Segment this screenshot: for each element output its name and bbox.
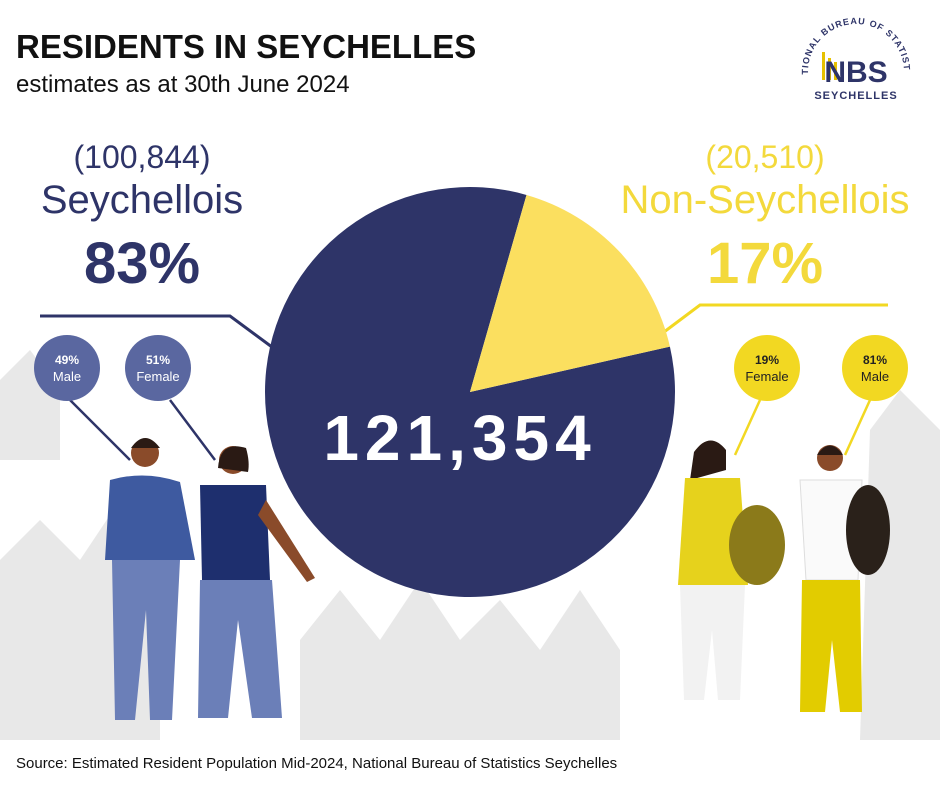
logo-name: SEYCHELLES — [814, 90, 897, 102]
gender-bubble — [842, 335, 908, 401]
gender-share: 19% — [755, 353, 779, 367]
total-label: 121,354 — [323, 402, 596, 474]
bubble-connectors — [69, 399, 216, 461]
count-label: (20,510) — [705, 139, 824, 175]
callout-left — [40, 314, 277, 352]
gender-share: 49% — [55, 353, 79, 367]
count-label: (100,844) — [74, 139, 211, 175]
gender-share: 51% — [146, 353, 170, 367]
source: Source: Estimated Resident Population Mi… — [16, 755, 617, 772]
gender-label: Female — [745, 369, 788, 384]
people — [105, 438, 890, 720]
gender-label: Male — [861, 369, 889, 384]
category-label: Non-Seychellois — [620, 178, 909, 222]
percent-label: 17% — [707, 231, 823, 296]
gender-label: Male — [53, 369, 81, 384]
title: RESIDENTS IN SEYCHELLES — [16, 28, 476, 65]
percent-label: 83% — [84, 231, 200, 296]
gender-bubble — [34, 335, 100, 401]
gender-bubble — [734, 335, 800, 401]
gender-share: 81% — [863, 353, 887, 367]
gender-label: Female — [136, 369, 179, 384]
callout-right — [659, 303, 888, 337]
category-label: Seychellois — [41, 178, 243, 222]
bubble-connectors — [733, 399, 872, 456]
subtitle: estimates as at 30th June 2024 — [16, 71, 350, 98]
gender-bubble — [125, 335, 191, 401]
pie-slice — [470, 194, 670, 392]
logo-mark: NBS — [824, 56, 887, 89]
